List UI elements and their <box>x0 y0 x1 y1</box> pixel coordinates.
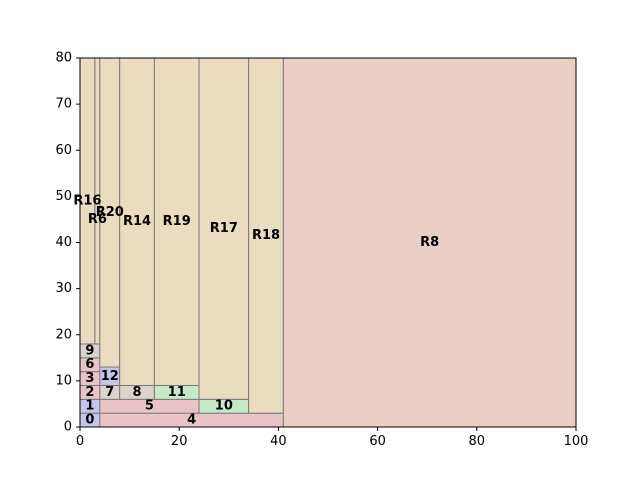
rect-R19 <box>153 57 200 386</box>
x-axis: 0 20 40 60 80 100 <box>76 427 589 449</box>
y-tick-label: 70 <box>55 97 72 112</box>
y-tick-label: 30 <box>55 281 72 296</box>
rect-R18 <box>248 57 284 414</box>
rect-label-5: 5 <box>145 399 154 414</box>
rect-R8 <box>282 57 577 428</box>
rect-R17 <box>198 57 250 400</box>
y-tick-label: 0 <box>64 420 72 435</box>
y-tick-label: 80 <box>55 51 72 66</box>
rect-label-R14: R14 <box>123 214 151 229</box>
rect-label-12: 12 <box>101 369 119 384</box>
y-tick-label: 60 <box>55 143 72 158</box>
rect-label-10: 10 <box>215 399 233 414</box>
y-tick-label: 50 <box>55 189 72 204</box>
x-tick-label: 0 <box>76 434 84 449</box>
rect-label-R18: R18 <box>252 228 280 243</box>
rect-label-6: 6 <box>85 357 94 372</box>
rect-label-R20: R20 <box>96 205 124 220</box>
rects-layer <box>79 57 577 428</box>
rect-label-9: 9 <box>85 343 94 358</box>
rect-label-R8: R8 <box>420 235 439 250</box>
x-tick-label: 60 <box>369 434 386 449</box>
rect-label-3: 3 <box>85 371 94 386</box>
rect-label-11: 11 <box>168 385 186 400</box>
x-tick-label: 100 <box>564 434 589 449</box>
rect-label-R17: R17 <box>210 221 238 236</box>
y-tick-label: 10 <box>55 373 72 388</box>
rect-label-8: 8 <box>133 385 142 400</box>
x-tick-label: 80 <box>469 434 486 449</box>
rect-label-2: 2 <box>85 385 94 400</box>
rect-label-4: 4 <box>187 413 196 428</box>
rect-label-7: 7 <box>105 385 114 400</box>
y-tick-label: 40 <box>55 235 72 250</box>
rect-label-R19: R19 <box>163 214 191 229</box>
y-tick-label: 20 <box>55 327 72 342</box>
x-tick-label: 40 <box>270 434 287 449</box>
x-tick-label: 20 <box>171 434 188 449</box>
y-axis: 0 10 20 30 40 50 60 70 80 <box>55 51 80 435</box>
rect-label-R6: R6 <box>88 212 107 227</box>
rect-label-0: 0 <box>85 413 94 428</box>
rect-label-1: 1 <box>85 399 94 414</box>
